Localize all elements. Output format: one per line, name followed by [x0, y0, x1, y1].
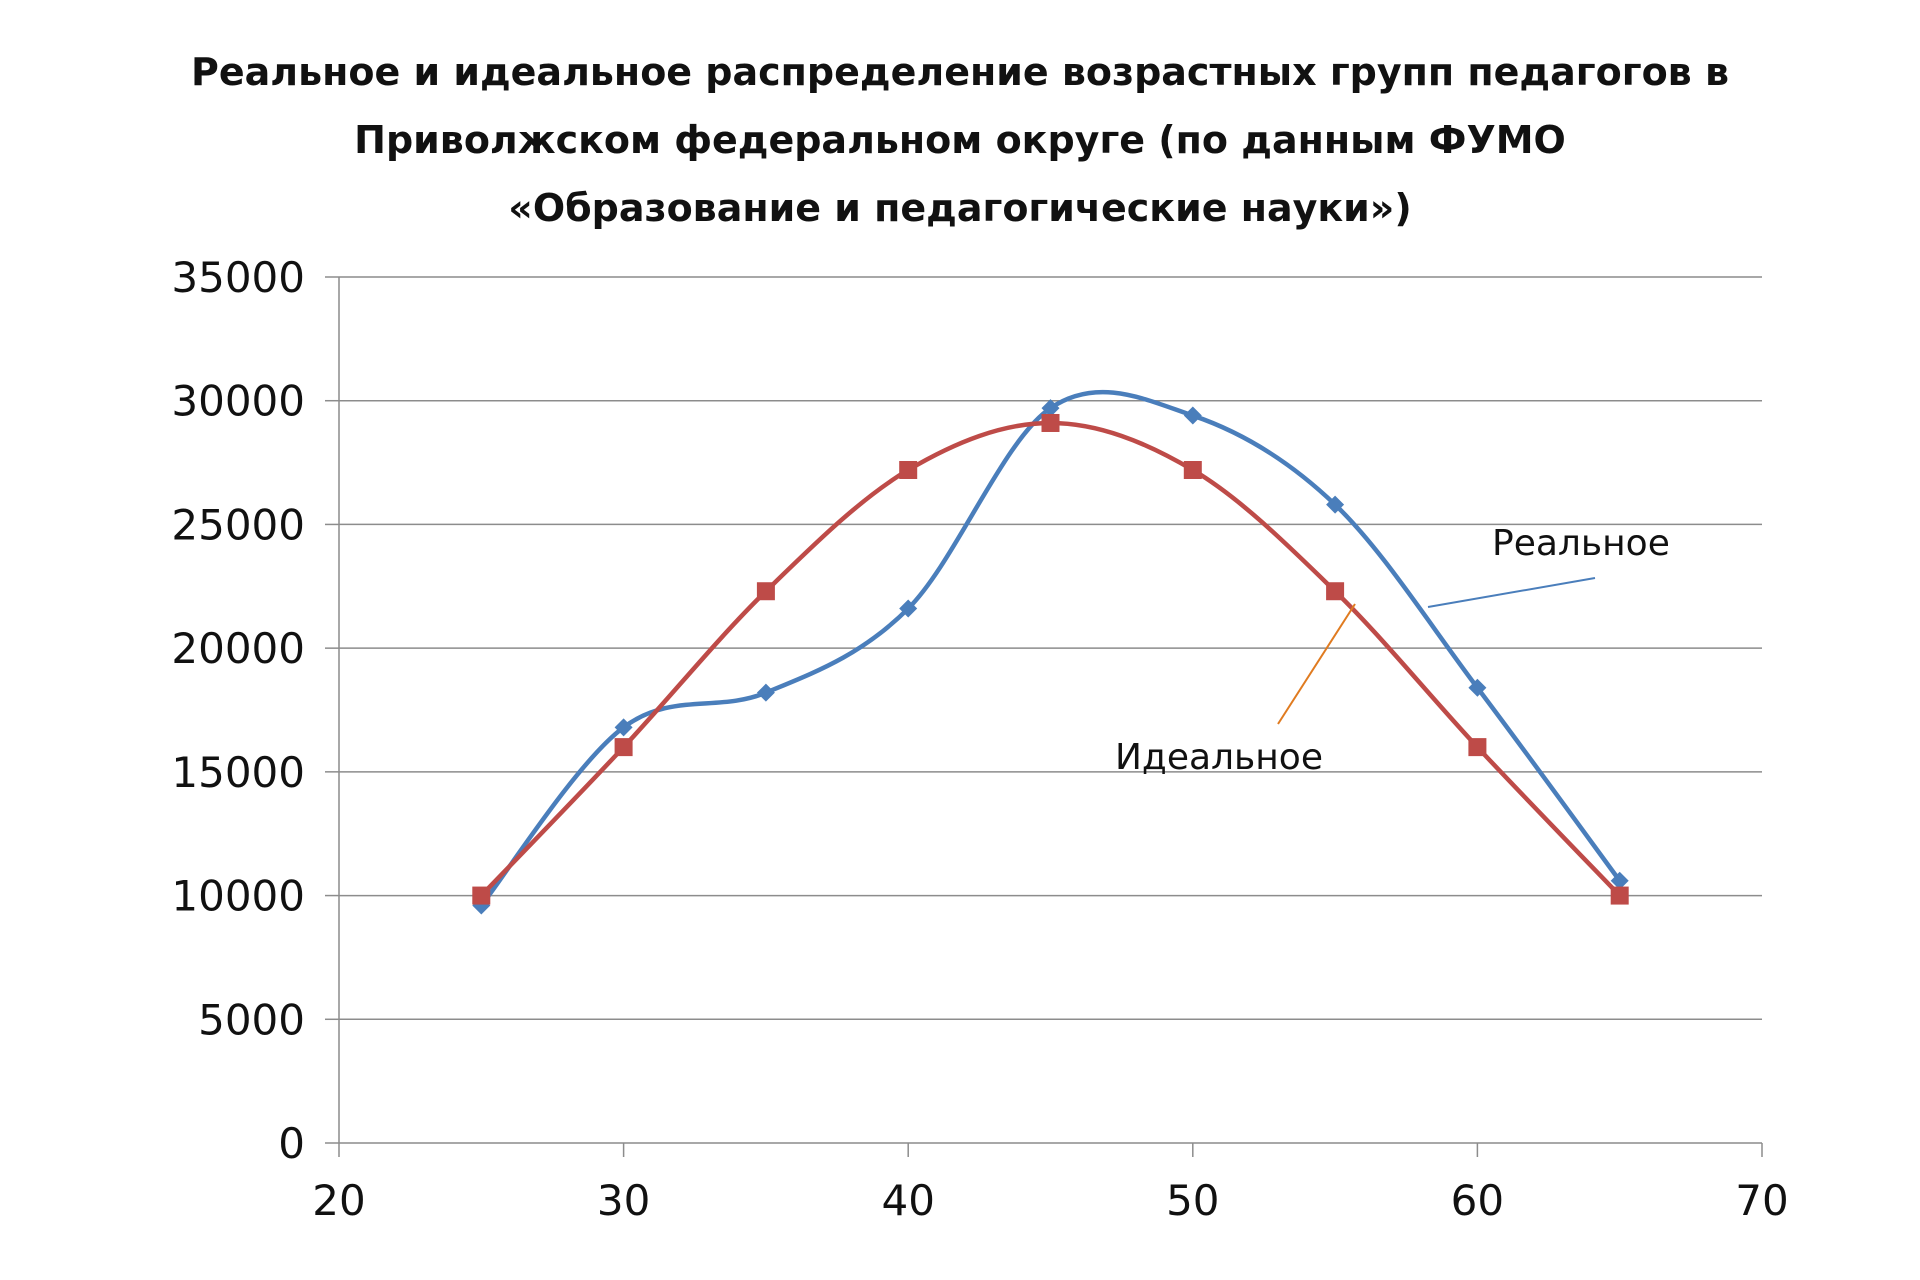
- data-point-square: [899, 460, 918, 479]
- annotation-leader-line: [1277, 603, 1356, 725]
- x-tick-label: 20: [312, 1176, 365, 1225]
- y-tick-label: 10000: [171, 872, 305, 921]
- axes: [325, 276, 1763, 1157]
- chart-title: Реальное и идеальное распределение возра…: [0, 38, 1920, 242]
- data-point-diamond: [1326, 495, 1345, 514]
- data-point-square: [472, 886, 491, 905]
- series-real: [472, 389, 1629, 915]
- series-line: [479, 420, 1622, 898]
- y-tick-label: 25000: [171, 500, 305, 549]
- annotation-label: Идеальное: [1115, 737, 1323, 778]
- data-point-square: [1468, 738, 1487, 757]
- data-point-diamond: [1468, 678, 1487, 697]
- data-point-square: [1183, 460, 1202, 479]
- data-point-diamond: [1610, 871, 1629, 890]
- chart-title-line-1: Реальное и идеальное распределение возра…: [191, 50, 1729, 94]
- chart-title-line-3: «Образование и педагогические науки»): [508, 186, 1412, 230]
- x-tick-labels: 20 30 40 50 60 70: [312, 1176, 1788, 1225]
- data-point-diamond: [1041, 399, 1060, 418]
- data-point-square: [614, 738, 633, 757]
- data-point-diamond: [1183, 406, 1202, 425]
- data-point-diamond: [614, 718, 633, 737]
- data-point-square: [1326, 582, 1345, 601]
- series-group: [472, 389, 1629, 915]
- y-tick-label: 5000: [198, 995, 305, 1044]
- data-point-diamond: [756, 683, 775, 702]
- y-tick-label: 15000: [171, 748, 305, 797]
- series-ideal: [472, 413, 1629, 905]
- data-point-square: [756, 582, 775, 601]
- x-tick-label: 50: [1166, 1176, 1219, 1225]
- annotations: Реальное Идеальное: [1115, 523, 1670, 778]
- grid-lines: [339, 276, 1762, 1021]
- data-point-square: [1041, 413, 1060, 432]
- x-tick-label: 60: [1451, 1176, 1504, 1225]
- chart-title-line-2: Приволжском федеральном округе (по данны…: [354, 118, 1566, 162]
- annotation-label: Реальное: [1492, 523, 1670, 564]
- x-tick-label: 70: [1735, 1176, 1788, 1225]
- y-tick-label: 30000: [171, 377, 305, 426]
- x-tick-label: 40: [881, 1176, 934, 1225]
- y-tick-labels: 0 5000 10000 15000 20000 25000 30000 35000: [171, 253, 305, 1168]
- x-tick-label: 30: [597, 1176, 650, 1225]
- y-tick-label: 35000: [171, 253, 305, 302]
- annotation-leader-line: [1427, 577, 1596, 608]
- y-tick-label: 20000: [171, 624, 305, 673]
- y-tick-label: 0: [278, 1119, 305, 1168]
- data-point-diamond: [899, 599, 918, 618]
- data-point-square: [1610, 886, 1629, 905]
